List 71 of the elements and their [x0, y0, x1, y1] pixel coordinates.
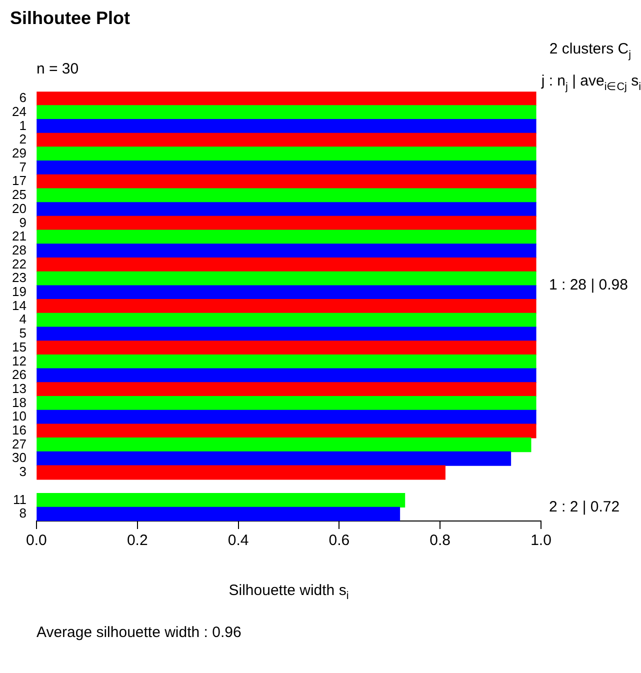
bar: [36, 312, 536, 328]
bar: [36, 118, 536, 134]
bar: [36, 174, 536, 189]
y-tick-label: 16: [12, 422, 26, 438]
bar: [36, 244, 536, 258]
y-tick-label: 28: [12, 242, 26, 258]
y-tick-label: 27: [12, 436, 26, 452]
y-tick-label: 15: [12, 339, 26, 354]
bar: [36, 257, 536, 272]
y-tick-label: 25: [12, 187, 26, 202]
y-tick-label: 24: [12, 104, 26, 119]
text: 2 : 2 | 0.72: [549, 498, 620, 516]
bar: [36, 492, 406, 508]
bar: [36, 396, 536, 411]
y-tick-label: 20: [12, 200, 26, 216]
y-tick-label: 5: [19, 326, 26, 341]
y-tick-label: 9: [19, 214, 26, 230]
x-tick-label: 0.0: [26, 532, 47, 550]
y-tick-label: 19: [12, 284, 26, 300]
bar: [36, 92, 536, 106]
bar: [36, 230, 536, 244]
bar: [36, 271, 536, 286]
x-tick-label: 0.8: [430, 532, 451, 550]
y-tick-label: 13: [12, 380, 26, 396]
text: 1 : 28 | 0.98: [549, 276, 628, 294]
bar: [36, 410, 536, 424]
bar: [36, 382, 536, 397]
bar: [36, 354, 536, 369]
x-tick-label: 0.4: [228, 532, 249, 550]
y-tick-label: 8: [19, 506, 26, 521]
y-tick-label: 29: [12, 146, 26, 161]
bar: [36, 424, 536, 438]
y-tick-label: 26: [12, 367, 26, 382]
y-tick-label: 18: [12, 394, 26, 410]
y-tick-label: 21: [12, 228, 26, 244]
x-tick-label: 0.6: [328, 532, 350, 550]
y-tick-label: 4: [19, 312, 26, 327]
bar: [36, 299, 536, 314]
y-tick-label: 17: [12, 173, 26, 188]
bar: [36, 132, 536, 148]
y-tick-label: 10: [12, 408, 26, 424]
bar: [36, 105, 536, 120]
text: n = 30: [36, 60, 79, 78]
bar: [36, 160, 536, 176]
y-tick-label: 3: [19, 464, 26, 480]
y-tick-label: 6: [19, 90, 26, 106]
bar: [36, 285, 536, 300]
bar: [36, 451, 512, 466]
bar: [36, 438, 532, 452]
bar: [36, 146, 536, 162]
text: Average silhouette width : 0.96: [36, 624, 242, 642]
y-tick-label: 22: [12, 256, 26, 272]
bar: [36, 506, 400, 521]
bar: [36, 326, 536, 342]
x-tick-label: 0.2: [126, 532, 148, 550]
y-tick-label: 1: [19, 118, 26, 133]
bar: [36, 340, 536, 356]
chart-title: Silhoutee Plot: [10, 8, 130, 28]
y-tick-label: 30: [12, 450, 26, 466]
bar: [36, 368, 536, 383]
bar: [36, 202, 536, 217]
y-tick-label: 7: [19, 159, 26, 174]
x-tick-label: 1.0: [530, 532, 552, 550]
y-tick-label: 23: [12, 270, 26, 286]
y-tick-label: 14: [12, 298, 26, 313]
bar: [36, 465, 446, 480]
y-tick-label: 2: [19, 132, 26, 147]
y-tick-label: 11: [12, 492, 26, 507]
bar: [36, 216, 536, 230]
bar: [36, 188, 536, 203]
y-tick-label: 12: [12, 353, 26, 368]
